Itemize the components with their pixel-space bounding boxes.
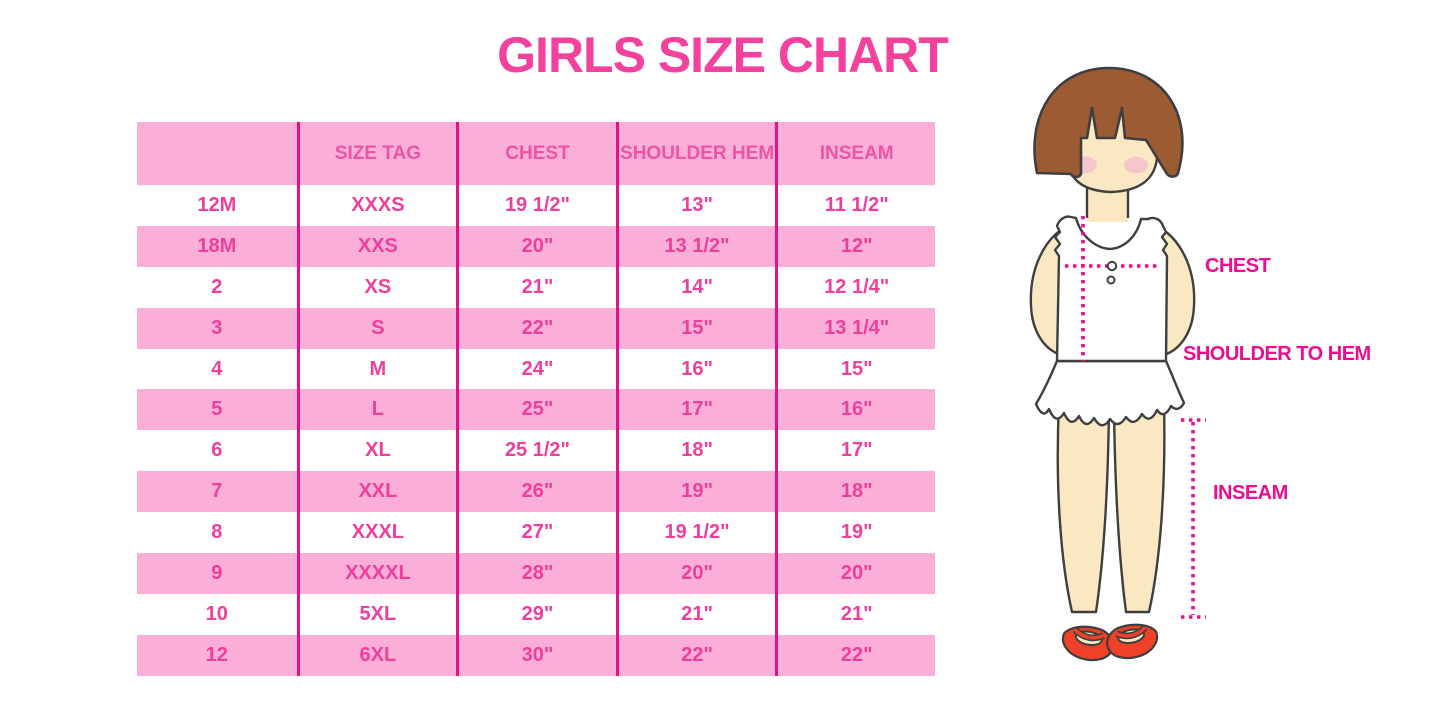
table-cell: 18" [615, 430, 776, 472]
table-cell: 16" [775, 389, 935, 431]
table-cell: 12" [775, 225, 935, 267]
chest-label: CHEST [1205, 255, 1271, 277]
table-cell: 30" [456, 634, 616, 676]
size-cell: 7 [211, 480, 223, 503]
table-cell: XXS [296, 225, 457, 267]
table-cell: 13 1/2" [615, 225, 776, 267]
size-cell: 12M [197, 193, 237, 216]
size-cell: 5 [211, 398, 223, 421]
table-cell: 16" [615, 348, 776, 390]
girl-skirt [1034, 359, 1186, 427]
table-cell: 17" [615, 389, 776, 431]
table-cell: XXXS [296, 185, 457, 226]
size-cell: 3 [211, 316, 223, 339]
blush-right [1124, 156, 1148, 174]
table-row: 5 L 25" 17" 16" [137, 389, 935, 431]
table-cell: 26" [456, 471, 616, 513]
table-cell: 28" [456, 553, 616, 594]
table-row: 3 S 22" 15" 13 1/4" [137, 307, 935, 349]
table-cell: 25" [456, 389, 616, 431]
table-header-row: SIZE TAG CHEST SHOULDER HEM INSEAM [137, 122, 935, 185]
table-row: 4 M 24" 16" 15" [137, 348, 935, 390]
inseam-label: INSEAM [1213, 482, 1288, 504]
size-cell: 12 [205, 643, 228, 666]
table-cell: 13 1/4" [775, 307, 935, 349]
table-row: 12M XXXS 19 1/2" 13" 11 1/2" [137, 185, 935, 226]
girl-shoe-left [1061, 625, 1115, 662]
table-cell: 11 1/2" [775, 185, 935, 226]
size-cell: 4 [211, 357, 223, 380]
girl-leg-left [1056, 401, 1111, 614]
inseam-line [1181, 418, 1206, 619]
table-row: 9 XXXXL 28" 20" 20" [137, 553, 935, 594]
girl-leg-right [1112, 401, 1166, 614]
size-cell: 8 [211, 521, 223, 544]
table-cell: 20" [615, 553, 776, 594]
size-cell: 9 [211, 561, 223, 584]
table-cell: XL [296, 430, 457, 472]
table-cell: 22" [615, 634, 776, 676]
header-cell: INSEAM [775, 122, 935, 185]
table-cell: L [296, 389, 457, 431]
table-cell: 15" [775, 348, 935, 390]
table-cell: 22" [456, 307, 616, 349]
girl-shoe-right [1105, 623, 1159, 660]
size-cell: 10 [205, 602, 228, 625]
table-cell: 24" [456, 348, 616, 390]
header-cell: SIZE TAG [296, 122, 457, 185]
table-cell: 22" [775, 634, 935, 676]
table-cell: XXL [296, 471, 457, 513]
table-row: 10 5XL 29" 21" 21" [137, 593, 935, 635]
table-cell: 19 1/2" [615, 512, 776, 554]
table-cell: 12 1/4" [775, 266, 935, 308]
table-cell: 25 1/2" [456, 430, 616, 472]
table-row: 8 XXXL 27" 19 1/2" 19" [137, 512, 935, 554]
table-cell: XXXL [296, 512, 457, 554]
button-bottom [1106, 275, 1116, 285]
table-cell: 18" [775, 471, 935, 513]
shoulder-to-hem-label: SHOULDER TO HEM [1183, 343, 1371, 365]
girl-hair [1033, 66, 1184, 179]
table-cell: 21" [775, 593, 935, 635]
table-row: 6 XL 25 1/2" 18" 17" [137, 430, 935, 472]
table-row: 2 XS 21" 14" 12 1/4" [137, 266, 935, 308]
header-cell: SHOULDER HEM [615, 122, 776, 185]
header-cell: CHEST [456, 122, 616, 185]
table-cell: S [296, 307, 457, 349]
table-cell: 17" [775, 430, 935, 472]
table-cell: 6XL [296, 634, 457, 676]
size-cell: 18M [197, 234, 237, 257]
table-row: 12 6XL 30" 22" 22" [137, 634, 935, 676]
table-cell: 20" [456, 225, 616, 267]
table-cell: 29" [456, 593, 616, 635]
table-cell: 5XL [296, 593, 457, 635]
corner-cell [137, 122, 297, 185]
table-row: 18M XXS 20" 13 1/2" 12" [137, 225, 935, 267]
table-cell: 19" [615, 471, 776, 513]
table-cell: 13" [615, 185, 776, 226]
table-cell: 19" [775, 512, 935, 554]
girl-top [1053, 215, 1169, 363]
table-cell: 14" [615, 266, 776, 308]
table-cell: 27" [456, 512, 616, 554]
table-cell: 15" [615, 307, 776, 349]
girl-measurement-illustration: CHEST SHOULDER TO HEM INSEAM [1029, 66, 1371, 662]
page-title: GIRLS SIZE CHART [497, 27, 949, 83]
table-row: 7 XXL 26" 19" 18" [137, 471, 935, 513]
table-cell: 21" [456, 266, 616, 308]
size-cell: 2 [211, 275, 223, 298]
table-cell: XXXXL [296, 553, 457, 594]
table-cell: M [296, 348, 457, 390]
table-cell: 21" [615, 593, 776, 635]
table-cell: 20" [775, 553, 935, 594]
table-cell: 19 1/2" [456, 185, 616, 226]
table-cell: XS [296, 266, 457, 308]
size-chart-table: SIZE TAG CHEST SHOULDER HEM INSEAM 12M XXXS 19… [137, 122, 935, 676]
button-top [1106, 260, 1118, 272]
size-cell: 6 [211, 439, 223, 462]
